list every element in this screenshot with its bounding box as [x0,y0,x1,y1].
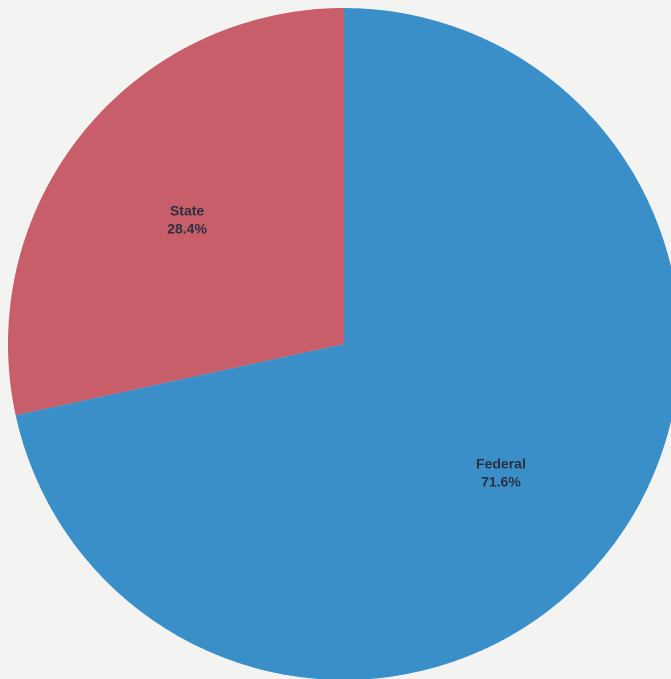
pie-slices [7,8,671,679]
slice-value-federal: 71.6% [481,474,521,490]
slice-label-federal: Federal [476,456,526,472]
slice-value-state: 28.4% [167,220,207,236]
pie-labels: Federal 71.6% State 28.4% [167,202,526,489]
pie-slice-federal [15,8,671,679]
slice-label-state: State [170,202,204,218]
pie-slice-state [7,8,344,416]
